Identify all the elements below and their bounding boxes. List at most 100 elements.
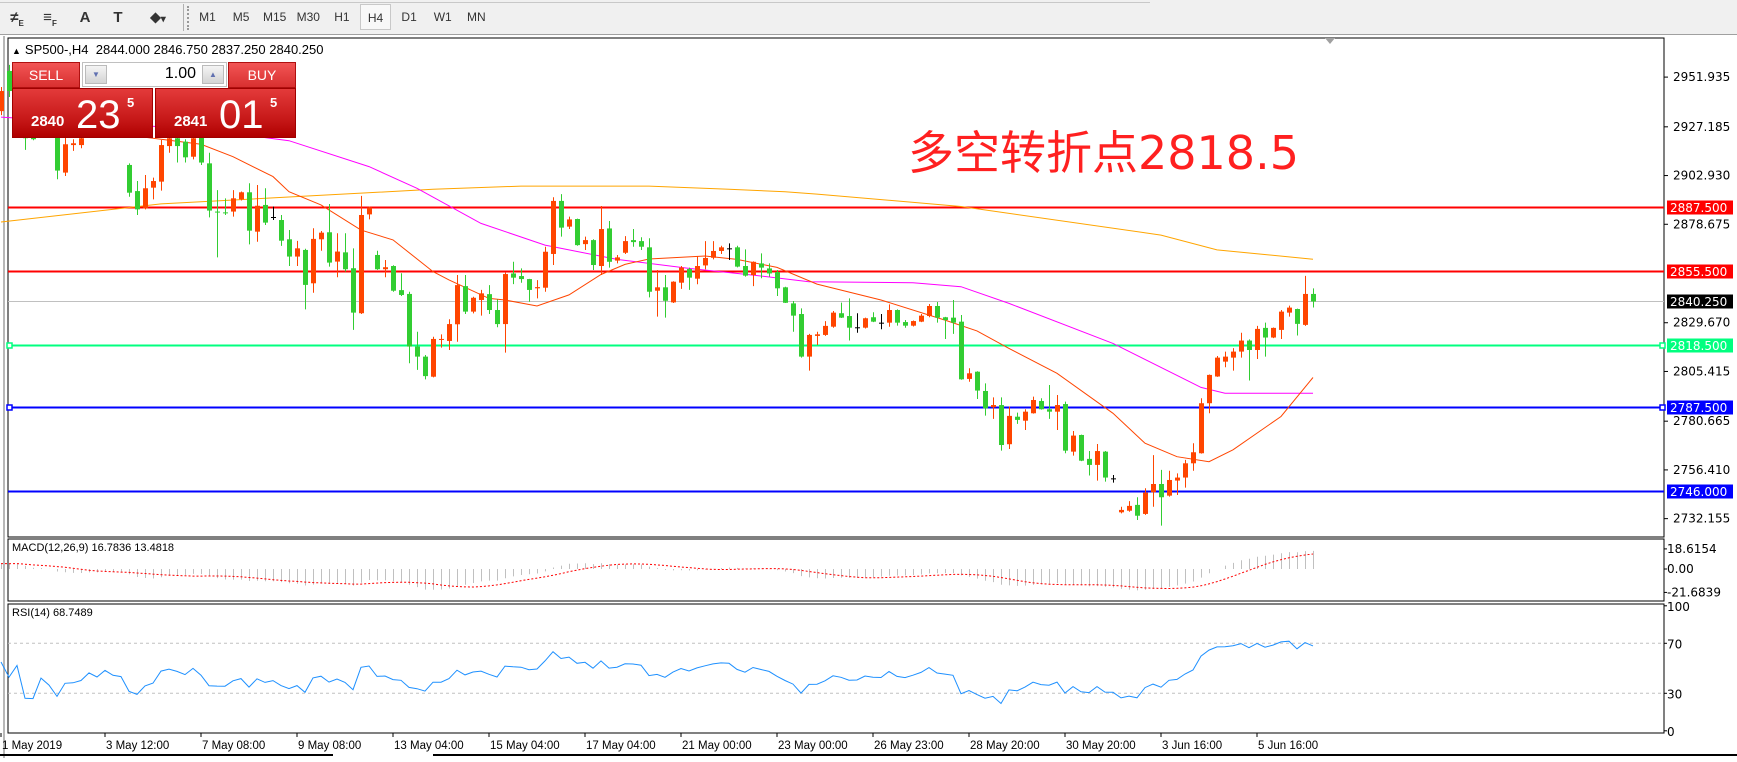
- line-handle-left[interactable]: [6, 342, 13, 349]
- one-click-trading-panel: SELL ▼ 1.00 ▲ BUY 2840 23 5 2841 01 5: [12, 62, 296, 138]
- dropdown-arrow-icon[interactable]: ▾: [160, 14, 166, 25]
- candle-body: [839, 313, 844, 318]
- candle-body: [647, 247, 652, 292]
- line-handle-right[interactable]: [1659, 342, 1666, 349]
- chart-symbol-info: ▲ SP500-,H4 2844.000 2846.750 2837.250 28…: [12, 42, 323, 57]
- collapse-triangle-icon[interactable]: ▲: [12, 46, 21, 56]
- candle-body: [79, 138, 84, 146]
- timeframe-mn-button[interactable]: MN: [466, 10, 486, 24]
- y-axis-label: 2829.670: [1673, 316, 1730, 330]
- candle: [959, 315, 964, 380]
- candle-body: [375, 254, 380, 270]
- lot-decrease-button[interactable]: ▼: [85, 65, 107, 84]
- buy-price-button[interactable]: 2841 01 5: [155, 88, 296, 138]
- candle: [431, 336, 436, 378]
- candle: [359, 195, 364, 315]
- lot-increase-button[interactable]: ▲: [202, 65, 224, 84]
- candle: [231, 190, 236, 217]
- candle-body: [191, 138, 196, 157]
- lot-size-spinner[interactable]: ▼ 1.00 ▲: [82, 62, 227, 87]
- lot-size-input[interactable]: 1.00: [164, 65, 196, 82]
- candle: [1223, 351, 1228, 368]
- candle: [1079, 434, 1084, 462]
- candle: [223, 198, 228, 215]
- candle-body: [831, 312, 836, 327]
- candle: [799, 308, 804, 358]
- arrows-icon[interactable]: ⬥▾: [140, 8, 176, 28]
- candle: [159, 140, 164, 191]
- candle-body: [447, 324, 452, 341]
- candle: [695, 255, 700, 285]
- candle: [447, 319, 452, 350]
- y-axis-label: 2756.410: [1673, 463, 1730, 477]
- chart-shift-marker-icon[interactable]: [1325, 38, 1335, 44]
- macd-pane[interactable]: [7, 538, 1665, 602]
- sell-button[interactable]: SELL: [12, 62, 80, 88]
- candle-body: [575, 219, 580, 246]
- timeframe-m1-button[interactable]: M1: [199, 10, 216, 24]
- grid-fibonacci-icon[interactable]: ≡F: [37, 8, 63, 28]
- text-label-icon[interactable]: T: [105, 8, 131, 28]
- timeframe-m30-button[interactable]: M30: [296, 10, 320, 24]
- price-level-label: 2887.500: [1670, 201, 1727, 215]
- timeframe-m15-button[interactable]: M15: [263, 10, 287, 24]
- ohlc-values: 2844.000 2846.750 2837.250 2840.250: [95, 42, 324, 57]
- candle: [175, 135, 180, 163]
- candle-body: [1255, 328, 1260, 350]
- candle: [287, 230, 292, 267]
- candle-body: [159, 145, 164, 182]
- candle-body: [383, 267, 388, 270]
- candle-body: [879, 322, 884, 324]
- candle-body: [735, 247, 740, 267]
- candle: [975, 371, 980, 400]
- candle-body: [127, 164, 132, 193]
- timeframe-h1-button[interactable]: H1: [334, 10, 350, 24]
- candle-body: [911, 321, 916, 326]
- y-axis-label: 2780.665: [1673, 414, 1730, 428]
- candle-body: [655, 287, 660, 291]
- candle-body: [591, 240, 596, 266]
- candle-body: [455, 285, 460, 325]
- text-icon[interactable]: A: [72, 8, 98, 28]
- candle: [855, 313, 860, 333]
- candle-body: [1047, 409, 1052, 412]
- candle-body: [1167, 479, 1172, 496]
- candle: [1007, 406, 1012, 450]
- candle-body: [71, 143, 76, 146]
- candle: [247, 183, 252, 245]
- candle: [319, 231, 324, 251]
- timeframe-h4-button[interactable]: H4: [360, 4, 391, 30]
- timeframe-w1-button[interactable]: W1: [433, 10, 452, 24]
- sell-price-button[interactable]: 2840 23 5: [12, 88, 153, 138]
- candle: [263, 188, 268, 226]
- candle: [895, 309, 900, 326]
- y-axis-label: 2732.155: [1673, 512, 1730, 526]
- x-axis-label: 7 May 08:00: [202, 740, 265, 752]
- x-axis-label: 15 May 04:00: [490, 740, 560, 752]
- candle-body: [1015, 416, 1020, 420]
- candle: [1279, 310, 1284, 339]
- timeframe-d1-button[interactable]: D1: [401, 10, 417, 24]
- candle-body: [751, 261, 756, 276]
- y-axis-label: 2878.675: [1673, 217, 1730, 231]
- active-chart-tab[interactable]: [333, 754, 433, 758]
- candle-body: [807, 334, 812, 357]
- candle: [311, 228, 316, 293]
- line-handle-right[interactable]: [1659, 404, 1666, 411]
- chart-annotation-text[interactable]: 多空转折点2818.5: [908, 126, 1299, 180]
- toolbar-grip[interactable]: [187, 6, 191, 30]
- candle: [943, 316, 948, 339]
- timeframe-m5-button[interactable]: M5: [232, 10, 250, 24]
- candle-body: [903, 322, 908, 326]
- candle: [919, 314, 924, 323]
- candle-body: [359, 214, 364, 314]
- candle-body: [551, 200, 556, 254]
- candle-body: [327, 232, 332, 263]
- line-handle-left[interactable]: [6, 404, 13, 411]
- candle-body: [1095, 451, 1100, 465]
- buy-button[interactable]: BUY: [228, 62, 296, 88]
- candle-body: [287, 239, 292, 257]
- indicators-icon[interactable]: ≠E: [4, 8, 30, 28]
- candle: [687, 267, 692, 290]
- rsi-pane[interactable]: [7, 603, 1665, 734]
